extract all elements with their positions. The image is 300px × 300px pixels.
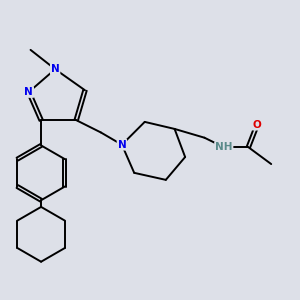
Text: O: O — [253, 120, 262, 130]
Text: N: N — [24, 87, 33, 97]
Text: N: N — [118, 140, 126, 150]
Text: NH: NH — [215, 142, 232, 152]
Text: N: N — [51, 64, 59, 74]
